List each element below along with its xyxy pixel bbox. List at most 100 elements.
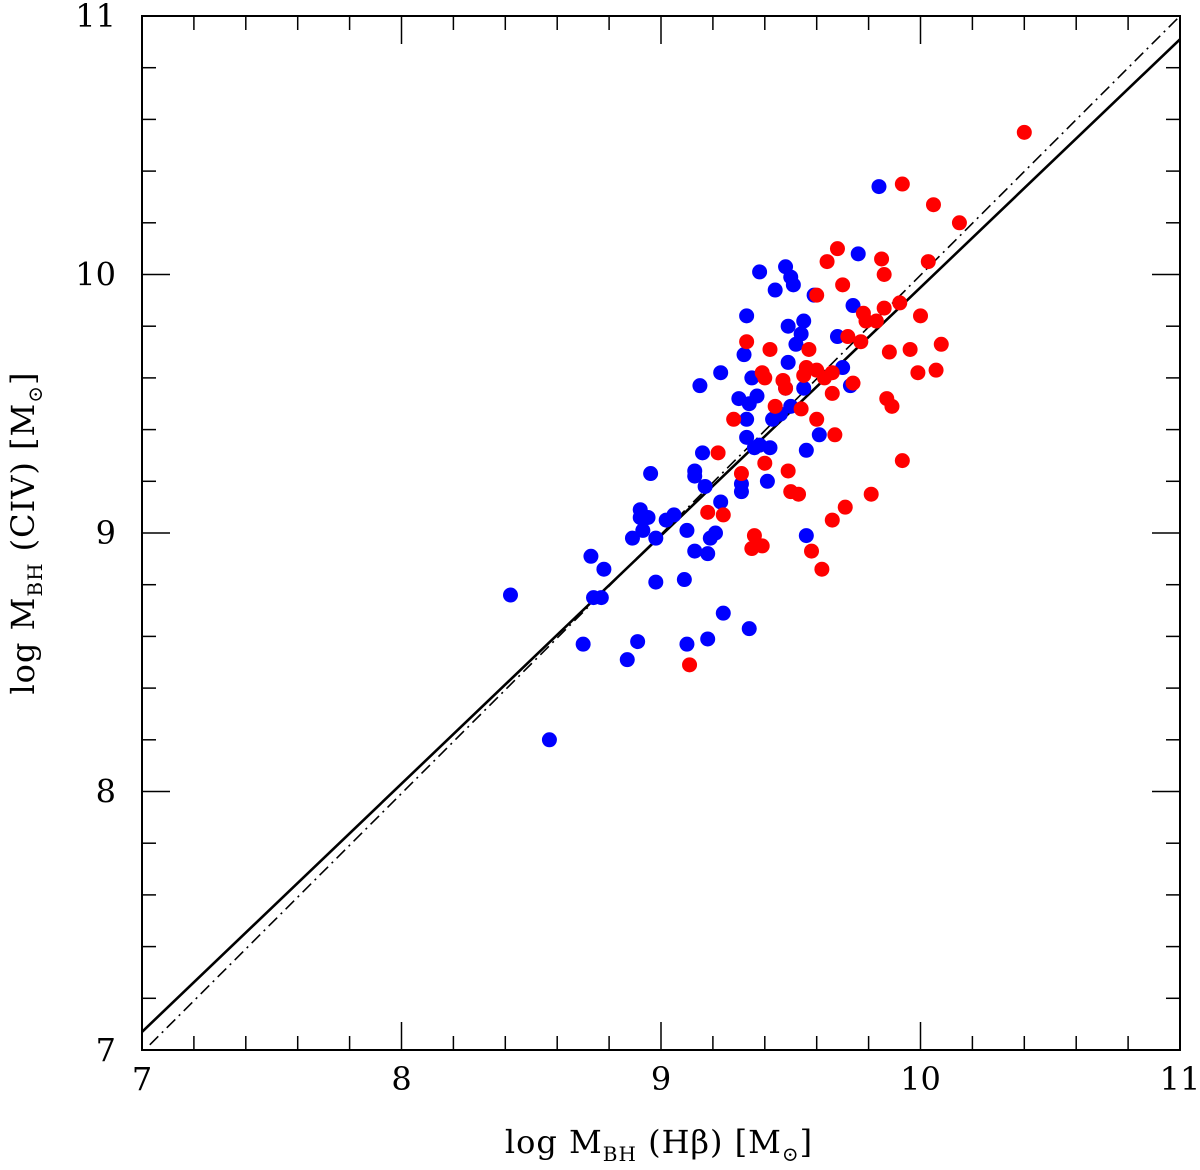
blue-point <box>695 445 711 461</box>
blue-point <box>796 313 812 329</box>
red-point <box>920 254 936 270</box>
y-axis-label-close: ] <box>4 371 42 384</box>
blue-point <box>752 264 768 280</box>
x-axis-label-suffix: (Hβ) [M <box>637 1123 782 1161</box>
blue-point <box>687 463 703 479</box>
blue-point <box>829 329 845 345</box>
x-axis-label-sun-symbol: ⊙ <box>782 1142 800 1166</box>
red-point <box>804 543 820 559</box>
x-axis-label-close: ] <box>800 1123 813 1161</box>
red-point <box>793 401 809 417</box>
red-point <box>733 466 749 482</box>
red-point <box>925 197 941 213</box>
red-point <box>863 486 879 502</box>
y-axis-label: log MBH (CIV) [M⊙] <box>4 371 47 694</box>
blue-point <box>502 587 518 603</box>
blue-point <box>739 411 755 427</box>
red-point <box>910 365 926 381</box>
blue-point <box>780 354 796 370</box>
blue-point <box>733 476 749 492</box>
blue-point <box>619 652 635 668</box>
red-point <box>827 427 843 443</box>
blue-point <box>713 494 729 510</box>
fit-lines <box>141 15 1181 1046</box>
blue-point <box>850 246 866 262</box>
y-tick-label: 9 <box>96 514 116 552</box>
red-point <box>829 241 845 257</box>
y-tick-label: 10 <box>75 256 116 294</box>
blue-point <box>687 543 703 559</box>
tick-labels: 7 8 9 10 11 7 8 9 10 11 <box>75 0 1200 1098</box>
blue-point <box>845 298 861 314</box>
fit-line-dashdot <box>149 15 1181 1046</box>
blue-point <box>697 478 713 494</box>
red-point <box>824 365 840 381</box>
red-point <box>951 215 967 231</box>
red-point <box>845 375 861 391</box>
red-point <box>739 334 755 350</box>
red-point <box>913 308 928 324</box>
x-tick-label: 9 <box>651 1060 671 1098</box>
red-point <box>726 411 742 427</box>
blue-point <box>793 326 809 342</box>
red-point <box>746 528 762 544</box>
red-point <box>824 385 840 401</box>
blue-point <box>676 572 692 588</box>
red-point <box>710 445 726 461</box>
y-tick-label: 11 <box>75 0 116 35</box>
blue-point <box>739 429 755 445</box>
red-point <box>824 512 840 528</box>
blue-point <box>679 636 695 652</box>
blue-point <box>741 621 757 637</box>
red-point <box>791 486 807 502</box>
blue-point <box>593 590 609 606</box>
x-axis-label-sub: BH <box>603 1142 637 1166</box>
blue-point <box>785 277 801 293</box>
red-point <box>780 463 796 479</box>
blue-point <box>759 473 775 489</box>
blue-point <box>648 530 664 546</box>
red-point <box>884 398 900 414</box>
y-tick-label: 8 <box>96 773 116 811</box>
blue-point <box>635 522 651 538</box>
blue-point <box>700 631 716 647</box>
y-axis-label-sun-symbol: ⊙ <box>23 385 47 403</box>
blue-point <box>715 605 731 621</box>
red-point <box>876 267 892 282</box>
blue-point <box>583 548 599 564</box>
red-point <box>894 176 910 192</box>
red-point <box>933 336 949 352</box>
major-ticks <box>142 16 1180 1050</box>
blue-point <box>643 466 659 482</box>
blue-point <box>575 636 591 652</box>
red-point <box>809 411 825 427</box>
blue-point <box>624 530 640 546</box>
blue-point <box>679 522 695 538</box>
red-point <box>837 499 853 515</box>
blue-point <box>648 574 664 590</box>
plot-frame <box>141 15 1181 1051</box>
red-point <box>853 334 869 350</box>
data-points <box>502 124 1032 748</box>
red-point <box>801 341 817 357</box>
red-point <box>700 504 716 520</box>
blue-point <box>541 732 557 748</box>
y-axis-label-sub: BH <box>23 562 47 596</box>
blue-point <box>798 442 814 458</box>
red-point <box>858 313 874 329</box>
blue-point <box>736 347 752 363</box>
x-tick-label: 11 <box>1160 1060 1200 1098</box>
red-point <box>1016 124 1032 140</box>
blue-point <box>666 507 682 523</box>
x-axis-label-prefix: log M <box>505 1123 603 1161</box>
blue-point <box>871 179 887 195</box>
red-point <box>928 362 944 378</box>
blue-point <box>762 440 778 456</box>
x-tick-label: 8 <box>391 1060 411 1098</box>
blue-point <box>692 378 708 394</box>
red-point <box>874 251 890 267</box>
minor-ticks <box>142 16 1180 1050</box>
red-point <box>767 398 783 414</box>
y-tick-label: 7 <box>96 1031 116 1069</box>
